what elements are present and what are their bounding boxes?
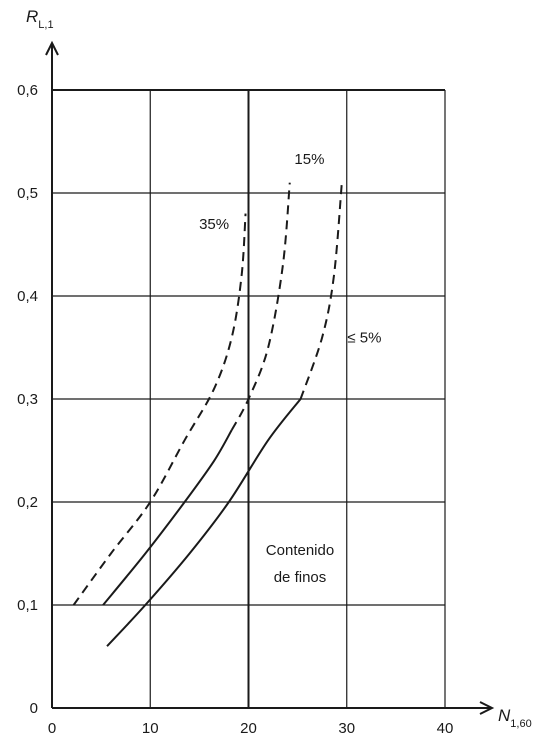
series-labels: 35% 15% ≤ 5% (199, 151, 381, 346)
x-axis-title-sub: 1,60 (510, 718, 531, 730)
y-tick-label: 0 (30, 700, 38, 717)
x-tick-label: 10 (142, 720, 159, 737)
y-axis-title-main: R (26, 7, 38, 26)
series-3-solid-line (106, 398, 302, 647)
grid (52, 89, 446, 708)
series-1-line (72, 213, 247, 606)
y-tick-label: 0,1 (17, 597, 38, 614)
x-tick-label: 20 (240, 720, 257, 737)
y-tick-label: 0,2 (17, 494, 38, 511)
annotation-line-1: Contenido (266, 542, 334, 559)
y-axis-title: RL,1 (26, 7, 54, 31)
annotation-line-2: de finos (274, 569, 327, 586)
x-axis-title: N1,60 (498, 706, 532, 730)
series-3-dashed-line (299, 182, 343, 400)
series-1-label: 35% (199, 216, 229, 233)
y-tick-label: 0,4 (17, 288, 38, 305)
series-2-dashed-line (230, 182, 291, 431)
x-axis-title-main: N (498, 706, 511, 725)
series (72, 182, 343, 647)
y-axis-title-sub: L,1 (38, 19, 53, 31)
y-tick-label: 0,3 (17, 391, 38, 408)
x-tick-label: 40 (437, 720, 454, 737)
x-axis-arrow (479, 701, 495, 715)
y-tick-label: 0,5 (17, 185, 38, 202)
series-2-label: 15% (294, 151, 324, 168)
tick-labels: 0 10 20 30 40 0 0,1 0,2 0,3 0,4 0,5 0,6 (17, 82, 453, 737)
y-axis-arrow (45, 40, 59, 56)
x-tick-label: 0 (48, 720, 56, 737)
axes (45, 40, 495, 715)
series-2-solid-line (102, 429, 233, 606)
x-tick-label: 30 (338, 720, 355, 737)
y-tick-label: 0,6 (17, 82, 38, 99)
series-3-label: ≤ 5% (347, 329, 381, 346)
